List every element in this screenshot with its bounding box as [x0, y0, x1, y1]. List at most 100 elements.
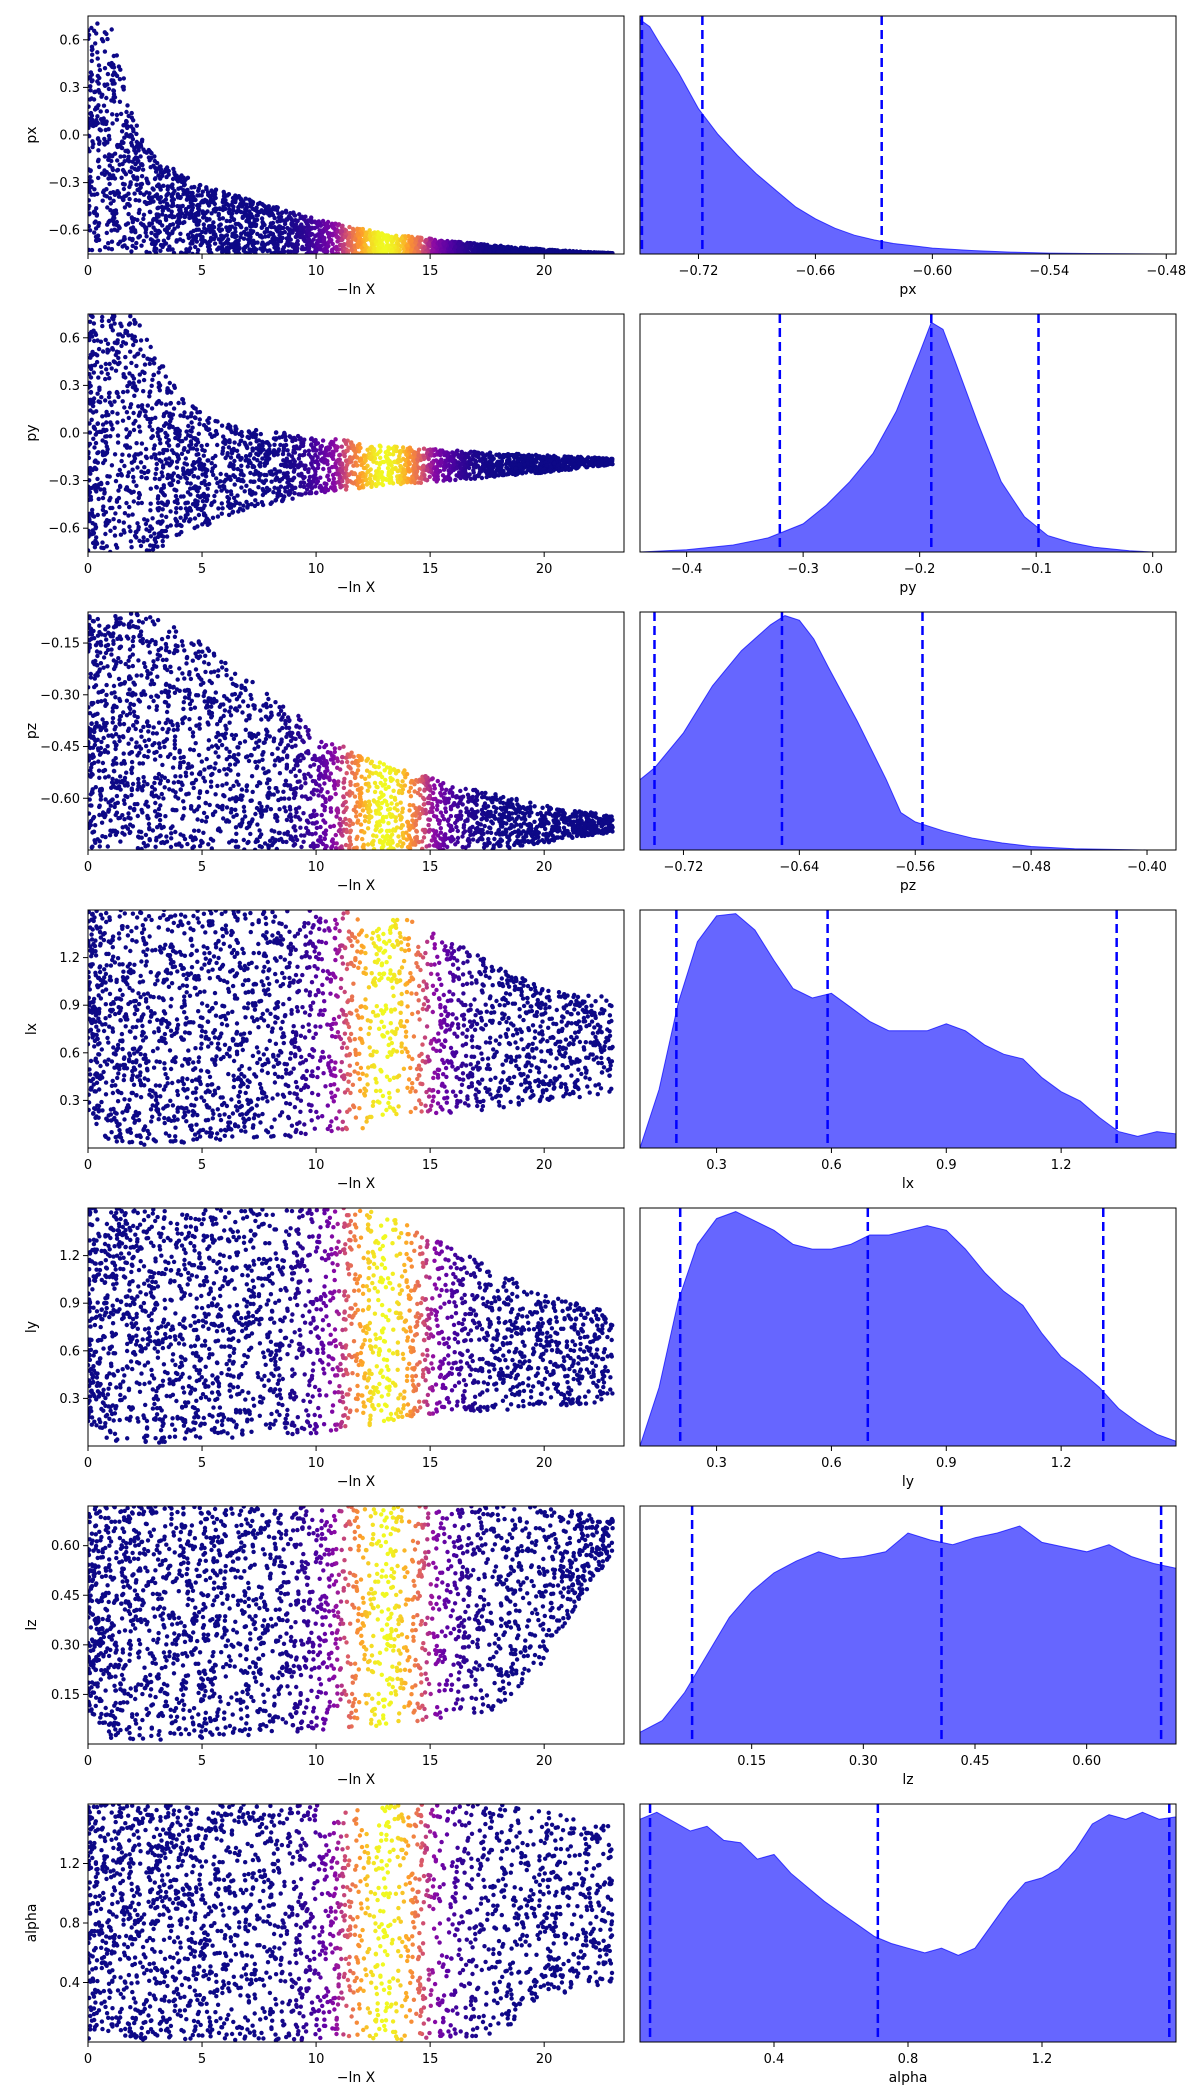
sample-point [184, 191, 189, 197]
sample-point [260, 486, 265, 492]
sample-point [387, 473, 393, 478]
sample-point [136, 210, 142, 216]
sample-point [282, 229, 287, 235]
sample-point [437, 243, 443, 248]
sample-point [90, 349, 95, 355]
sample-point [131, 376, 137, 381]
sample-point [273, 498, 278, 503]
sample-point [468, 476, 474, 481]
sample-point [147, 209, 153, 214]
sample-point [105, 205, 110, 210]
sample-point [231, 446, 236, 452]
sample-point [173, 516, 178, 522]
sample-point [201, 214, 207, 219]
sample-point [96, 175, 101, 181]
sample-point [115, 338, 120, 343]
sample-point [151, 372, 156, 378]
sample-point [207, 416, 212, 421]
sample-point [196, 431, 201, 436]
sample-point [202, 494, 207, 500]
sample-point [174, 173, 179, 178]
sample-point [138, 460, 144, 465]
sample-point [109, 402, 114, 408]
sample-point [155, 534, 161, 540]
sample-point [91, 396, 97, 401]
x-tick-label: −0.72 [679, 264, 719, 279]
sample-point [260, 456, 265, 461]
sample-point [366, 468, 371, 474]
sample-point [135, 159, 140, 165]
sample-point [228, 505, 234, 510]
sample-point [118, 154, 123, 159]
sample-point [89, 184, 94, 190]
sample-point [226, 496, 232, 501]
sample-point [104, 544, 110, 549]
sample-point [534, 248, 539, 254]
sample-point [152, 531, 157, 536]
sample-point [322, 242, 327, 247]
sample-point [191, 184, 197, 190]
sample-point [130, 216, 135, 222]
sample-point [97, 90, 102, 95]
sample-point [212, 207, 217, 212]
sample-point [272, 245, 277, 250]
sample-point [367, 451, 372, 456]
sample-point [112, 81, 117, 86]
sample-point [164, 201, 170, 206]
sample-point [368, 473, 373, 478]
sample-point [109, 239, 115, 244]
sample-point [221, 434, 226, 439]
sample-point [217, 223, 222, 228]
sample-point [138, 190, 143, 196]
sample-point [95, 114, 100, 119]
sample-point [235, 466, 240, 472]
sample-point [149, 416, 154, 422]
sample-point [398, 463, 403, 469]
sample-point [315, 441, 321, 446]
sample-point [113, 220, 118, 226]
sample-point [332, 464, 337, 469]
sample-point [241, 503, 246, 508]
sample-point [125, 221, 131, 226]
sample-point [224, 489, 230, 494]
sample-point [287, 227, 292, 233]
sample-point [131, 427, 137, 433]
sample-point [248, 490, 253, 495]
sample-point [196, 188, 201, 193]
sample-point [402, 234, 408, 239]
sample-point [92, 445, 97, 450]
sample-point [155, 400, 160, 405]
sample-point [127, 524, 132, 529]
sample-point [108, 201, 114, 206]
plot-area [88, 314, 615, 552]
sample-point [194, 239, 199, 244]
sample-point [197, 193, 202, 198]
sample-point [102, 458, 108, 463]
sample-point [140, 162, 145, 168]
sample-point [134, 441, 139, 446]
sample-point [182, 182, 187, 187]
sample-point [148, 508, 153, 513]
sample-point [269, 211, 275, 216]
sample-point [401, 246, 407, 252]
sample-point [267, 443, 272, 448]
sample-point [124, 109, 129, 115]
sample-point [377, 443, 382, 448]
sample-point [88, 492, 91, 497]
sample-point [96, 482, 102, 487]
sample-point [133, 338, 139, 344]
sample-point [476, 455, 481, 460]
sample-point [100, 323, 105, 329]
sample-point [479, 475, 485, 481]
sample-point [209, 188, 214, 193]
sample-point [265, 455, 271, 460]
sample-point [298, 231, 303, 236]
sample-point [175, 212, 181, 218]
x-tick-label: −0.54 [1029, 264, 1069, 279]
sample-point [174, 239, 179, 244]
sample-point [181, 518, 187, 523]
sample-point [496, 249, 501, 254]
sample-point [125, 473, 130, 479]
x-tick-label: −0.60 [912, 264, 952, 279]
sample-point [297, 453, 302, 458]
